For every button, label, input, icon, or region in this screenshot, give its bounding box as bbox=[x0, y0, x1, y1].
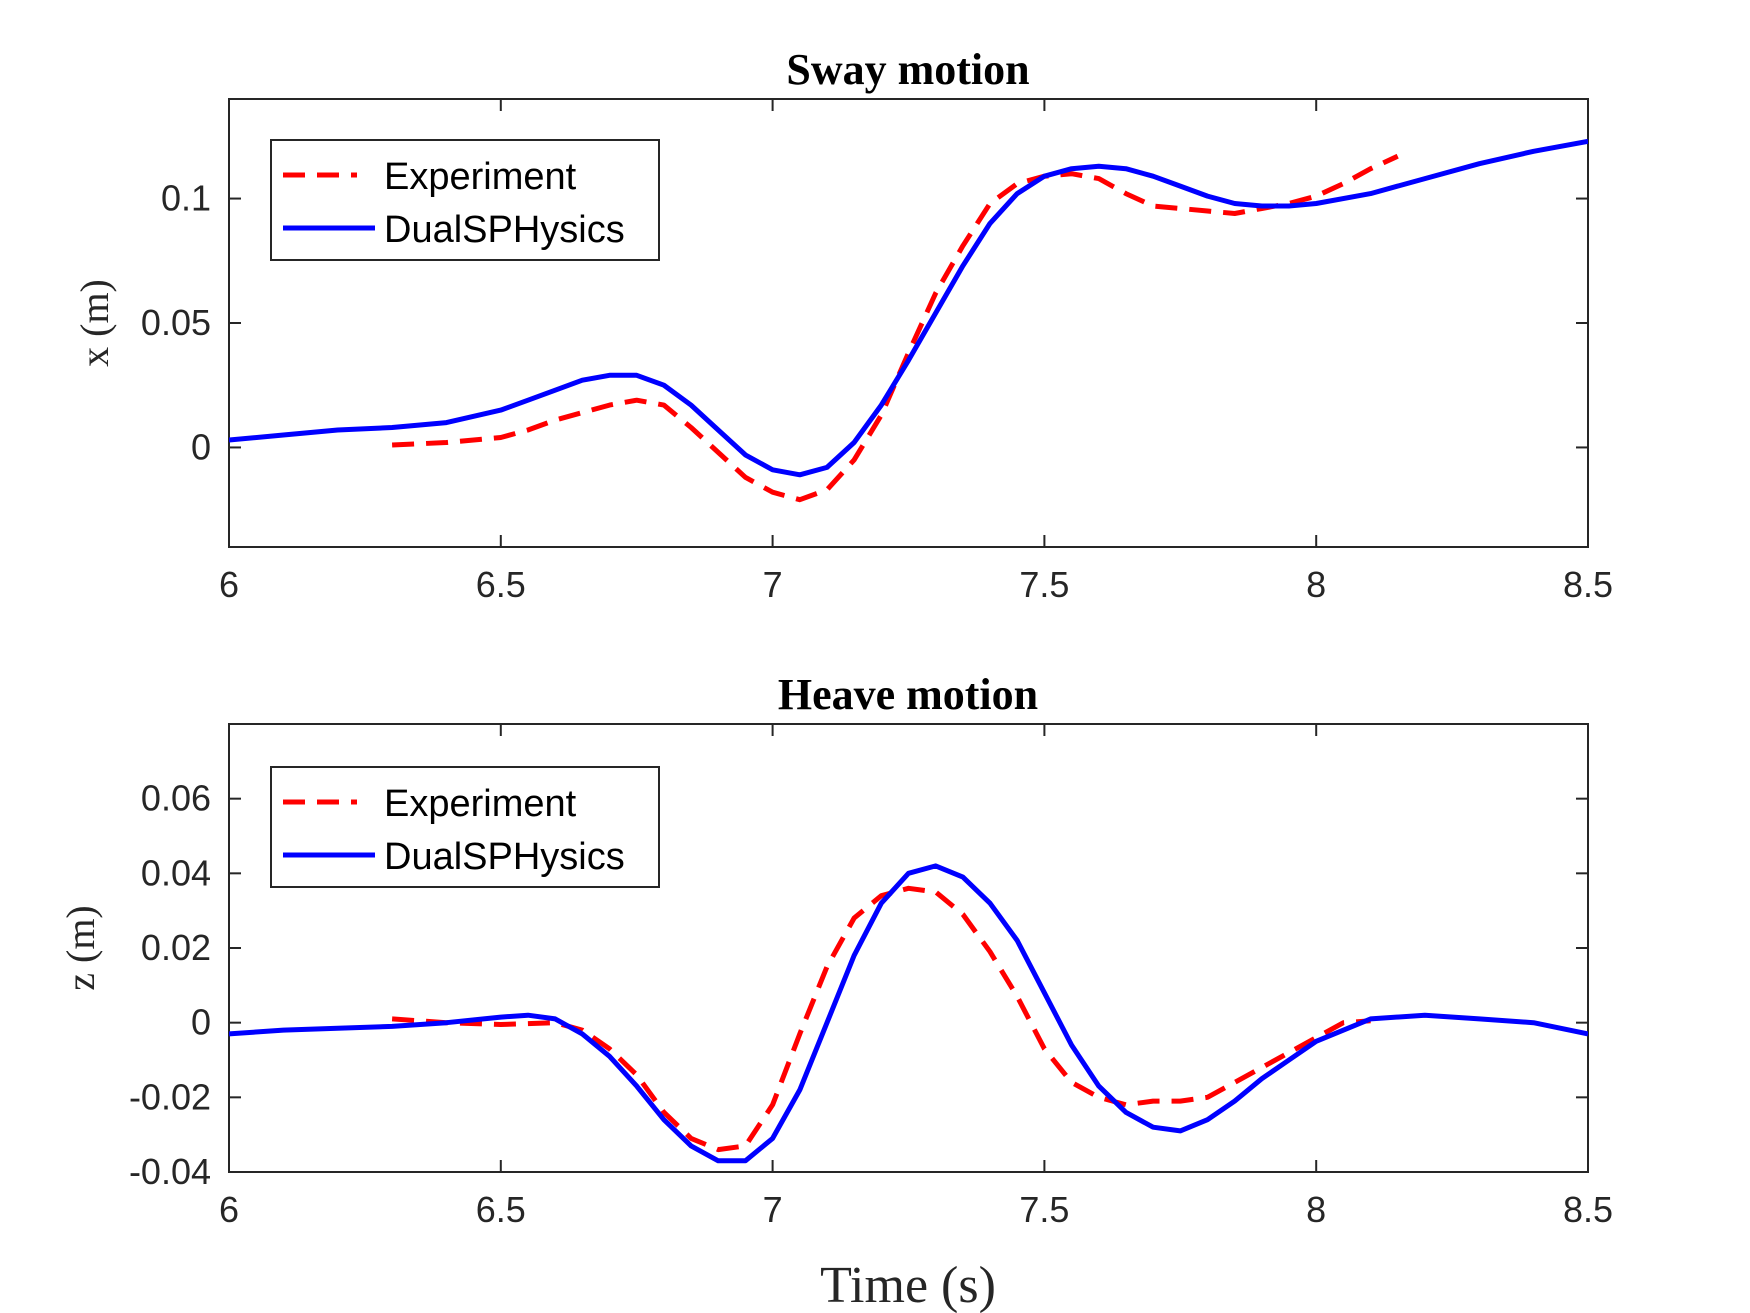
sway-legend-dualsphysics-label: DualSPHysics bbox=[384, 209, 625, 251]
sway-y-tick-label: 0.05 bbox=[141, 302, 211, 343]
sway-x-tick-label: 6.5 bbox=[476, 564, 526, 605]
heave-series-dualsphysics-line bbox=[229, 863, 1588, 1164]
heave-y-tick-label: 0.06 bbox=[141, 778, 211, 819]
heave-x-tick-label: 7.5 bbox=[1019, 1189, 1069, 1230]
sway-panel: Sway motion x (m) 6 6.5 7 7.5 8 8.5 00.050.1 … bbox=[72, 45, 1613, 605]
heave-panel: Heave motion z (m) 6 6.5 7 7.5 8 8.5 -0.04-0.… bbox=[58, 670, 1613, 1230]
heave-x-tick-label: 6 bbox=[219, 1189, 239, 1230]
sway-legend: Experiment DualSPHysics bbox=[270, 139, 660, 261]
sway-x-tick-label: 7 bbox=[763, 564, 783, 605]
sway-y-tick-label: 0 bbox=[191, 426, 211, 467]
sway-legend-box bbox=[270, 139, 660, 261]
sway-x-tick-label: 7.5 bbox=[1019, 564, 1069, 605]
heave-x-tick-labels: 6 6.5 7 7.5 8 8.5 bbox=[219, 1189, 1613, 1230]
heave-x-tick-label: 8 bbox=[1306, 1189, 1326, 1230]
x-axis-label: Time (s) bbox=[820, 1257, 996, 1313]
sway-y-axis-label: x (m) bbox=[72, 279, 117, 367]
sway-series-experiment-line bbox=[391, 153, 1399, 503]
sway-ticks bbox=[228, 99, 1589, 547]
sway-x-tick-label: 6 bbox=[219, 564, 239, 605]
heave-series-experiment-line bbox=[391, 885, 1371, 1153]
sway-y-tick-label: 0.1 bbox=[161, 178, 211, 219]
heave-y-axis-label: z (m) bbox=[58, 905, 103, 991]
heave-legend-box bbox=[270, 766, 660, 888]
heave-legend: Experiment DualSPHysics bbox=[270, 766, 660, 888]
sway-series-group bbox=[229, 138, 1588, 503]
heave-legend-dualsphysics-label: DualSPHysics bbox=[384, 836, 625, 878]
heave-y-tick-labels: -0.04 -0.02 0 0.02 0.04 0.06 bbox=[129, 778, 211, 1192]
heave-x-tick-label: 8.5 bbox=[1563, 1189, 1613, 1230]
heave-y-tick-label: 0.04 bbox=[141, 852, 211, 893]
sway-legend-experiment-label: Experiment bbox=[384, 156, 577, 198]
sway-x-tick-label: 8 bbox=[1306, 564, 1326, 605]
heave-y-tick-label: -0.04 bbox=[129, 1151, 211, 1192]
heave-x-tick-label: 7 bbox=[763, 1189, 783, 1230]
sway-series-dualsphysics-line bbox=[229, 138, 1588, 478]
heave-y-tick-label: -0.02 bbox=[129, 1076, 211, 1117]
sway-x-tick-label: 8.5 bbox=[1563, 564, 1613, 605]
sway-y-tick-labels: 0 0.05 0.1 bbox=[141, 178, 211, 468]
heave-legend-experiment-label: Experiment bbox=[384, 783, 577, 825]
heave-y-tick-label: 0.02 bbox=[141, 927, 211, 968]
heave-x-tick-label: 6.5 bbox=[476, 1189, 526, 1230]
heave-ticks bbox=[228, 724, 1589, 1173]
heave-title: Heave motion bbox=[778, 670, 1038, 719]
heave-series-group bbox=[229, 863, 1588, 1164]
heave-y-tick-label: 0 bbox=[191, 1002, 211, 1043]
sway-x-tick-labels: 6 6.5 7 7.5 8 8.5 bbox=[219, 564, 1613, 605]
sway-title: Sway motion bbox=[786, 45, 1029, 94]
